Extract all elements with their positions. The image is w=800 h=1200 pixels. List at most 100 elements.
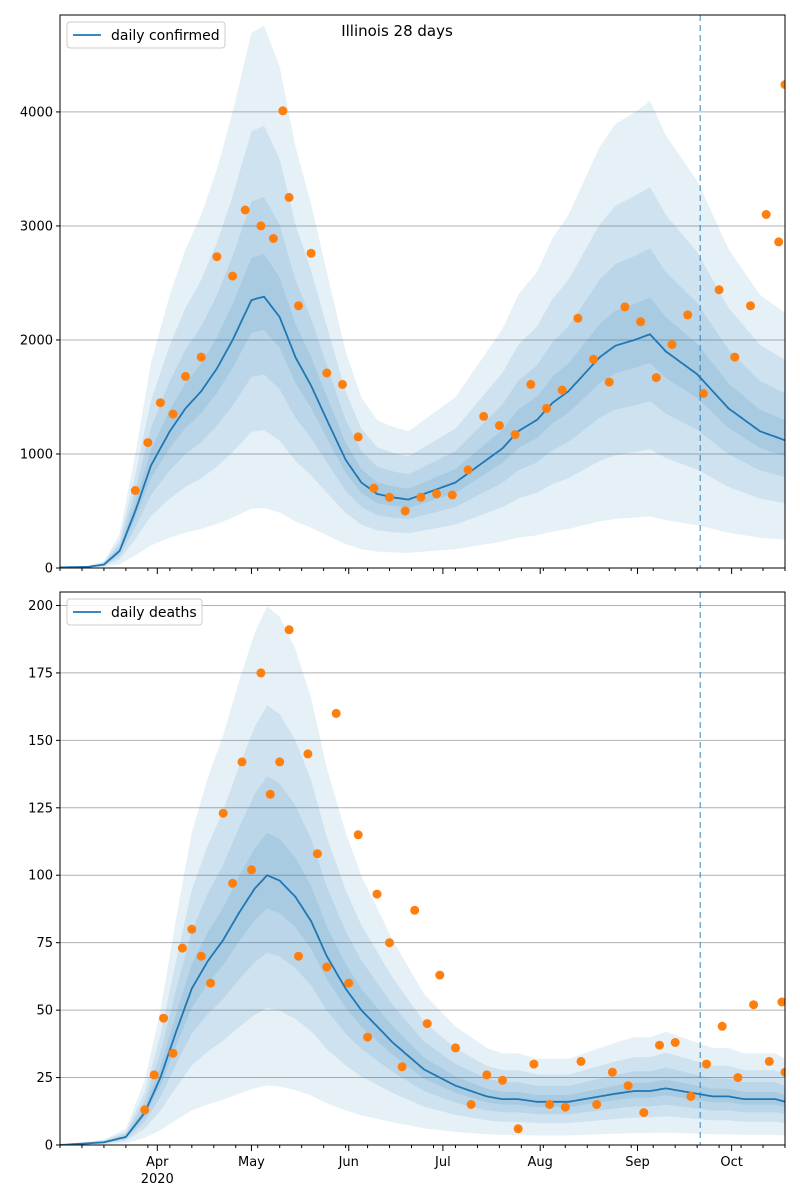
data-point — [683, 310, 693, 320]
data-point — [686, 1091, 696, 1101]
data-point — [212, 252, 222, 262]
data-point — [557, 385, 567, 395]
data-point — [265, 789, 275, 799]
data-point — [363, 1032, 373, 1042]
data-point — [560, 1102, 570, 1112]
data-point — [651, 373, 661, 383]
data-point — [513, 1124, 523, 1134]
data-point — [218, 808, 228, 818]
data-point — [416, 492, 426, 502]
data-point — [510, 430, 520, 440]
confirmed-panel: 0 1000 2000 3000 4000 Illinois 28 days daily… — [20, 14, 786, 577]
deaths-legend: daily deaths — [66, 598, 203, 626]
deaths-y-ticks: 0 25 50 75 100 125 150 175 200 — [28, 599, 60, 1154]
data-point — [275, 757, 285, 767]
x-tick-label: Sep — [625, 1155, 650, 1170]
data-point — [278, 106, 288, 116]
data-point — [774, 237, 784, 247]
data-point — [761, 210, 771, 219]
data-point — [159, 1013, 169, 1023]
data-point — [237, 757, 247, 767]
x-tick-sublabel: 2020 — [141, 1172, 174, 1187]
data-point — [655, 1040, 664, 1050]
y-tick-label: 4000 — [20, 105, 53, 120]
data-point — [322, 962, 332, 972]
data-point — [240, 205, 250, 215]
y-tick-label: 0 — [45, 1139, 53, 1154]
data-point — [607, 1067, 617, 1077]
data-point — [620, 302, 630, 312]
x-tick-label: Oct — [720, 1155, 742, 1170]
data-point — [306, 248, 316, 258]
data-point — [353, 830, 363, 840]
data-point — [777, 997, 785, 1007]
data-point — [702, 1059, 711, 1069]
y-tick-label: 25 — [36, 1071, 53, 1086]
confirmed-x-ticks — [59, 568, 786, 574]
uncertainty-band — [60, 196, 785, 568]
data-point — [730, 352, 740, 362]
uncertainty-band — [60, 25, 785, 568]
data-point — [410, 905, 420, 915]
data-point — [451, 1043, 460, 1053]
data-point — [181, 371, 190, 381]
y-tick-label: 50 — [36, 1004, 53, 1019]
x-tick-label: Jul — [434, 1155, 451, 1170]
deaths-x-ticks: Apr 2020 May Jun Jul Aug Sep Oct — [59, 1145, 786, 1187]
y-tick-label: 175 — [28, 666, 53, 681]
deaths-axes-frame — [59, 591, 786, 1146]
confirmed-legend-box — [66, 21, 226, 49]
data-point — [717, 1021, 727, 1031]
data-point — [623, 1081, 633, 1091]
uncertainty-band — [60, 606, 785, 1145]
data-point — [636, 317, 646, 327]
data-point — [130, 486, 140, 495]
data-point — [294, 301, 303, 311]
data-point — [749, 1000, 759, 1010]
y-tick-label: 2000 — [20, 333, 53, 348]
uncertainty-band — [60, 125, 785, 568]
data-point — [764, 1056, 774, 1066]
data-point — [397, 1062, 407, 1072]
y-tick-label: 75 — [36, 936, 53, 951]
deaths-points — [140, 625, 785, 1134]
data-point — [312, 849, 322, 859]
data-point — [698, 389, 708, 398]
deaths-legend-box — [66, 598, 203, 626]
confirmed-axes-frame — [59, 14, 786, 569]
data-point — [498, 1075, 507, 1085]
data-point — [576, 1056, 586, 1066]
data-point — [780, 1067, 785, 1077]
x-tick-label: Jun — [338, 1155, 359, 1170]
y-tick-label: 125 — [28, 801, 53, 816]
data-point — [589, 354, 598, 364]
data-point — [435, 970, 445, 980]
data-point — [670, 1038, 680, 1047]
y-tick-label: 3000 — [20, 219, 53, 234]
data-point — [479, 411, 489, 421]
data-point — [168, 1048, 178, 1058]
data-point — [733, 1073, 743, 1083]
data-point — [196, 951, 206, 961]
data-point — [256, 668, 266, 678]
data-point — [196, 352, 206, 362]
y-tick-label: 150 — [28, 734, 53, 749]
data-point — [143, 438, 153, 448]
data-point — [592, 1100, 602, 1109]
data-point — [155, 398, 165, 408]
confirmed-points — [130, 80, 785, 516]
confirmed-title: Illinois 28 days — [341, 22, 453, 40]
data-point — [353, 432, 363, 442]
data-point — [667, 340, 677, 349]
data-point — [545, 1100, 555, 1109]
uncertainty-band — [60, 776, 785, 1145]
deaths-legend-label: daily deaths — [111, 605, 197, 621]
confirmed-legend-label: daily confirmed — [111, 28, 220, 44]
y-tick-label: 0 — [45, 562, 53, 577]
deaths-line — [60, 874, 785, 1145]
data-point — [206, 978, 216, 988]
y-tick-label: 200 — [28, 599, 53, 614]
data-point — [542, 403, 551, 413]
data-point — [639, 1108, 649, 1118]
data-point — [322, 368, 332, 378]
